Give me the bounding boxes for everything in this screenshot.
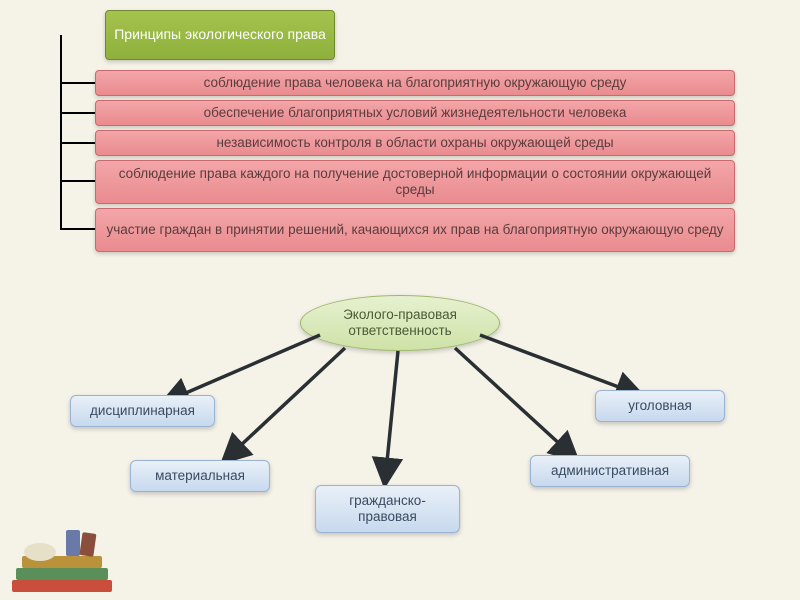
principle-3: независимость контроля в области охраны … (95, 130, 735, 156)
responsibility-3: гражданско-правовая (315, 485, 460, 533)
principle-5: участие граждан в принятии решений, кача… (95, 208, 735, 252)
connector-vertical (60, 35, 62, 230)
principle-1: соблюдение права человека на благоприятн… (95, 70, 735, 96)
decor-books (8, 528, 118, 598)
arrow-3 (385, 351, 398, 482)
connector-stub-1 (60, 82, 95, 84)
center-ellipse: Эколого-правовая ответственность (300, 295, 500, 351)
responsibility-5: уголовная (595, 390, 725, 422)
principle-2: обеспечение благоприятных условий жизнед… (95, 100, 735, 126)
connector-stub-4 (60, 180, 95, 182)
responsibility-4: административная (530, 455, 690, 487)
arrow-2 (225, 348, 345, 460)
arrow-4 (455, 348, 575, 458)
connector-stub-5 (60, 228, 95, 230)
principle-4: соблюдение права каждого на получение до… (95, 160, 735, 204)
connector-stub-3 (60, 142, 95, 144)
connector-stub-2 (60, 112, 95, 114)
responsibility-1: дисциплинарная (70, 395, 215, 427)
arrow-1 (165, 335, 320, 402)
responsibility-2: материальная (130, 460, 270, 492)
arrow-5 (480, 335, 640, 395)
header-title: Принципы экологического права (105, 10, 335, 60)
